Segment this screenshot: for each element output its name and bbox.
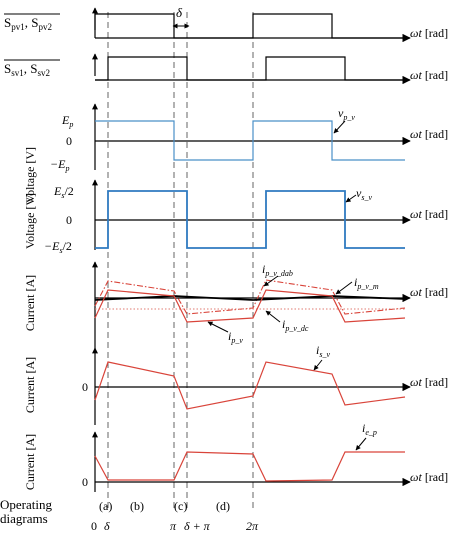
secondary-voltage-ylabel: Voltage [V] xyxy=(23,193,37,249)
primary-voltage-waveform xyxy=(95,120,405,161)
region-b-label: (b) xyxy=(130,499,144,513)
excitation-current-label: ie_p xyxy=(362,421,377,437)
excitation-current-waveform xyxy=(94,451,405,482)
secondary-voltage-curve-label: vs_v xyxy=(356,186,372,202)
primary-current-waveform xyxy=(94,289,406,323)
primary-voltage-tick-zero: 0 xyxy=(66,134,72,148)
x-axis-label-4: ωt [rad] xyxy=(410,207,448,221)
secondary-switch-waveform xyxy=(95,56,405,81)
x-axis-label-7: ωt [rad] xyxy=(410,470,448,484)
secondary-voltage-tick-bottom: −Es/2 xyxy=(44,239,72,255)
primary-current-mean-label: ip_v_m xyxy=(354,275,379,291)
secondary-current-label: is_v xyxy=(316,343,330,359)
secondary-voltage-tick-top: Es/2 xyxy=(53,184,74,200)
panel-primary-voltage: Voltage [V] Ep 0 −Ep vp_v ωt [rad] xyxy=(23,103,448,203)
primary-switch-waveform xyxy=(94,13,405,39)
secondary-voltage-tick-zero: 0 xyxy=(66,213,72,227)
primary-current-dab-waveform xyxy=(94,279,406,315)
excitation-current-tick-zero: 0 xyxy=(82,475,88,489)
region-d-label: (d) xyxy=(216,499,230,513)
excitation-current-pointer xyxy=(355,437,367,451)
primary-switch-label: Spv1, Spv2 xyxy=(4,15,52,32)
secondary-current-pointer xyxy=(313,359,323,371)
tick-delta-plus-pi: δ + π xyxy=(184,519,211,533)
primary-current-mean-waveform xyxy=(94,295,406,301)
tick-delta: δ xyxy=(104,519,110,533)
primary-voltage-ylabel: Voltage [V] xyxy=(23,147,37,203)
x-axis-label-5: ωt [rad] xyxy=(410,285,448,299)
footer-caption-line1: Operating xyxy=(0,497,52,512)
reference-lines xyxy=(107,12,254,512)
primary-current-label: ip_v xyxy=(228,329,243,345)
x-axis-label-6: ωt [rad] xyxy=(410,375,448,389)
secondary-voltage-pointer xyxy=(345,194,357,203)
secondary-current-ylabel: Current [A] xyxy=(23,357,37,413)
secondary-switch-label: Ssv1, Ssv2 xyxy=(4,61,50,78)
primary-voltage-tick-bottom: −Ep xyxy=(50,157,69,173)
primary-voltage-pointer xyxy=(333,120,346,134)
tick-zero: 0 xyxy=(91,519,97,533)
secondary-voltage-waveform xyxy=(95,190,405,249)
x-axis-label-2: ωt [rad] xyxy=(410,68,448,82)
secondary-current-waveform xyxy=(94,361,406,410)
tick-2pi: 2π xyxy=(246,519,259,533)
panel-primary-current: Current [A] ip_v_dab ip_v_m ip_v_dc ip_v… xyxy=(23,261,448,350)
region-c-label: (c) xyxy=(174,499,187,513)
panel-secondary-switch: Ssv1, Ssv2 ωt [rad] xyxy=(4,53,448,85)
primary-current-dc-pointer xyxy=(265,310,281,323)
panel-primary-switch: Spv1, Spv2 δ ωt [rad] xyxy=(4,5,448,43)
panel-secondary-current: Current [A] 0 is_v ωt [rad] xyxy=(23,343,448,425)
x-axis-label-1: ωt [rad] xyxy=(410,26,448,40)
operating-diagrams-footer: Operating diagrams (a) (b) (c) (d) 0 δ π… xyxy=(0,497,259,533)
primary-current-mean-pointer xyxy=(335,281,353,295)
excitation-current-ylabel: Current [A] xyxy=(23,434,37,490)
x-axis-label-3: ωt [rad] xyxy=(410,127,448,141)
delta-label: δ xyxy=(176,5,183,20)
primary-voltage-tick-top: Ep xyxy=(61,113,73,129)
panel-excitation-current: Current [A] 0 ie_p ωt [rad] xyxy=(23,421,448,492)
secondary-current-tick-zero: 0 xyxy=(82,380,88,394)
panel-secondary-voltage: Voltage [V] Es/2 0 −Es/2 vs_v ωt [rad] xyxy=(23,179,448,255)
primary-current-dc-label: ip_v_dc xyxy=(282,317,309,333)
primary-current-pointer xyxy=(207,321,229,333)
primary-current-dab-label: ip_v_dab xyxy=(262,262,293,278)
tick-pi: π xyxy=(170,519,177,533)
primary-current-ylabel: Current [A] xyxy=(23,275,37,331)
footer-caption-line2: diagrams xyxy=(0,511,48,526)
region-a-label: (a) xyxy=(99,499,112,513)
primary-current-dab-pointer xyxy=(263,275,279,287)
primary-voltage-curve-label: vp_v xyxy=(338,106,355,122)
